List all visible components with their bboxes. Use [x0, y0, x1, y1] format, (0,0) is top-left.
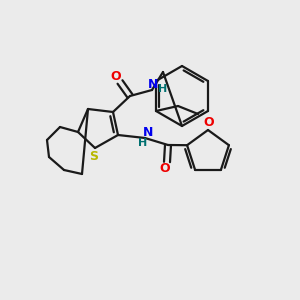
Text: O: O: [160, 163, 170, 176]
Text: O: O: [111, 70, 121, 83]
Text: H: H: [158, 84, 168, 94]
Text: S: S: [89, 149, 98, 163]
Text: N: N: [143, 125, 153, 139]
Text: O: O: [204, 116, 214, 130]
Text: H: H: [138, 138, 148, 148]
Text: N: N: [148, 77, 158, 91]
